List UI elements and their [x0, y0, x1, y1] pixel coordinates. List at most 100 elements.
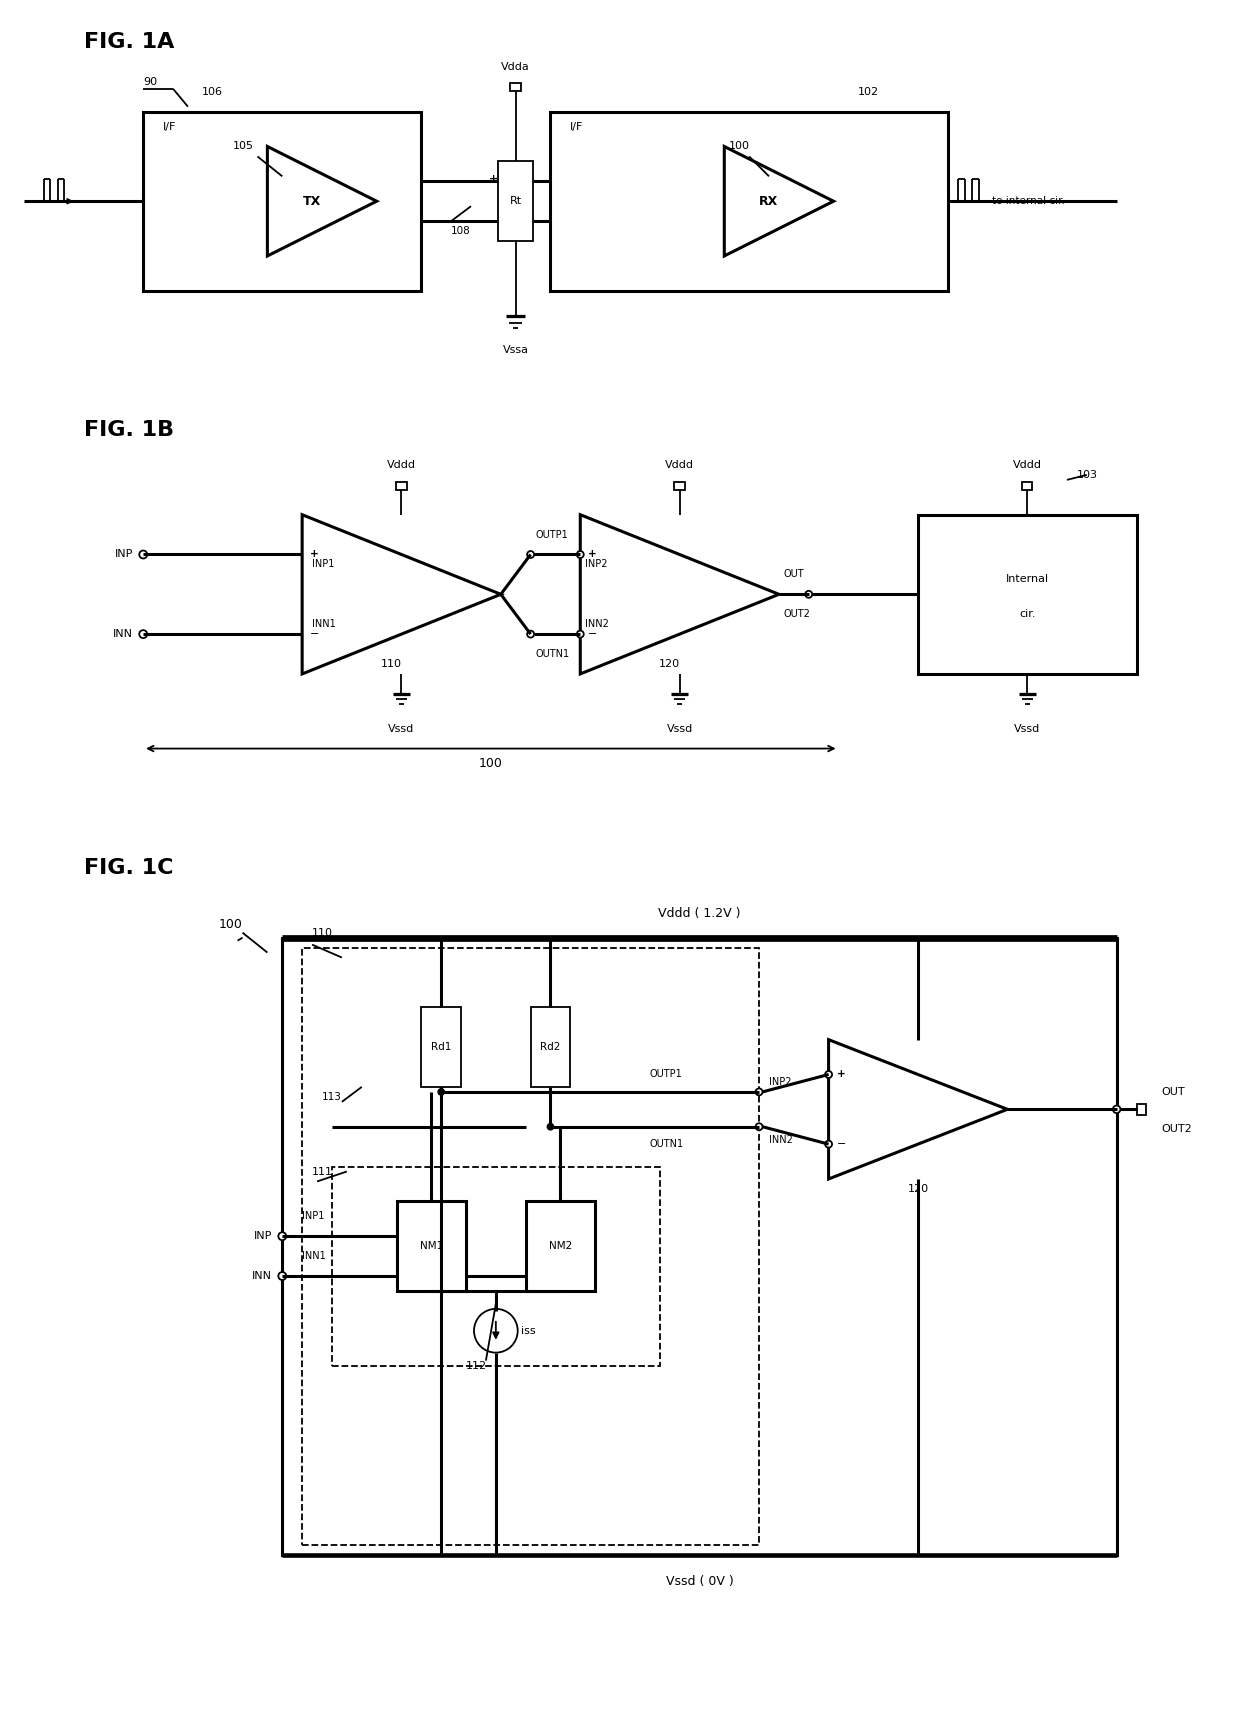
Text: 105: 105	[233, 142, 254, 152]
Text: Vddd: Vddd	[387, 460, 415, 470]
Text: Vddd ( 1.2V ): Vddd ( 1.2V )	[658, 907, 740, 919]
Text: 100: 100	[729, 142, 750, 152]
Text: INN1: INN1	[303, 1251, 326, 1261]
Text: cir.: cir.	[1019, 610, 1035, 619]
Text: 112: 112	[466, 1360, 487, 1370]
Polygon shape	[268, 147, 377, 256]
Text: Vssd ( 0V ): Vssd ( 0V )	[666, 1574, 733, 1588]
Circle shape	[825, 1071, 832, 1078]
Bar	[1137, 1104, 1147, 1115]
Text: Vssd: Vssd	[388, 724, 414, 734]
Text: NM2: NM2	[549, 1241, 572, 1251]
Text: OUTN1: OUTN1	[650, 1139, 684, 1149]
Circle shape	[577, 631, 584, 638]
Bar	[283, 938, 1117, 1555]
Text: OUTP1: OUTP1	[650, 1070, 682, 1078]
Text: I/F: I/F	[164, 121, 176, 131]
Text: TX: TX	[303, 195, 321, 207]
Text: INP1: INP1	[303, 1211, 325, 1222]
Text: 102: 102	[858, 86, 879, 97]
Text: 100: 100	[218, 918, 243, 931]
Circle shape	[527, 631, 534, 638]
Text: Rt: Rt	[510, 197, 522, 206]
Bar	[1022, 482, 1033, 489]
Text: INP: INP	[115, 550, 133, 560]
Circle shape	[139, 551, 148, 558]
Text: INP2: INP2	[585, 560, 608, 570]
Text: Vdda: Vdda	[501, 62, 529, 73]
Text: 106: 106	[202, 86, 223, 97]
Text: FIG. 1A: FIG. 1A	[83, 33, 174, 52]
Text: OUT2: OUT2	[1162, 1125, 1192, 1134]
Bar	[531, 1007, 570, 1087]
Circle shape	[527, 551, 534, 558]
Text: OUT2: OUT2	[784, 610, 811, 619]
Text: Rd2: Rd2	[541, 1042, 560, 1052]
Circle shape	[438, 1089, 444, 1096]
Text: 111: 111	[312, 1166, 334, 1177]
Text: FIG. 1B: FIG. 1B	[83, 420, 174, 441]
Text: INP: INP	[254, 1230, 273, 1241]
Text: 108: 108	[451, 226, 471, 237]
Text: 90: 90	[144, 76, 157, 86]
Text: Vssd: Vssd	[666, 724, 693, 734]
Circle shape	[577, 551, 584, 558]
Text: 120: 120	[908, 1184, 929, 1194]
Polygon shape	[724, 147, 833, 256]
Circle shape	[1112, 1106, 1121, 1113]
Text: Rd1: Rd1	[432, 1042, 451, 1052]
Text: +: +	[588, 550, 596, 560]
Text: RX: RX	[759, 195, 779, 207]
Text: OUTP1: OUTP1	[536, 529, 568, 539]
Text: INN: INN	[113, 629, 133, 639]
Text: +: +	[837, 1070, 846, 1080]
Text: NM1: NM1	[419, 1241, 443, 1251]
Circle shape	[825, 1140, 832, 1147]
Text: −: −	[588, 629, 598, 639]
Text: INP1: INP1	[312, 560, 335, 570]
Text: Vssa: Vssa	[502, 346, 528, 356]
Polygon shape	[828, 1040, 1007, 1178]
Text: Vssd: Vssd	[1014, 724, 1040, 734]
Text: 100: 100	[479, 757, 502, 771]
Polygon shape	[580, 515, 779, 674]
Bar	[144, 112, 422, 290]
Text: INN1: INN1	[312, 619, 336, 629]
Bar	[510, 83, 521, 92]
Text: Internal: Internal	[1006, 574, 1049, 584]
Text: OUTN1: OUTN1	[536, 650, 569, 658]
Text: OUT: OUT	[1162, 1087, 1185, 1097]
Text: INN2: INN2	[585, 619, 609, 629]
Bar	[918, 515, 1137, 674]
Circle shape	[755, 1123, 763, 1130]
Text: 120: 120	[660, 658, 681, 669]
Circle shape	[805, 591, 812, 598]
Text: OUT: OUT	[784, 570, 805, 579]
Text: +: +	[310, 550, 319, 560]
Bar	[397, 1201, 466, 1291]
Bar	[675, 482, 684, 489]
Text: INN2: INN2	[769, 1135, 792, 1144]
Circle shape	[474, 1308, 517, 1353]
Bar	[551, 112, 947, 290]
Text: −: −	[310, 629, 320, 639]
Circle shape	[278, 1232, 286, 1241]
Bar	[526, 1201, 595, 1291]
Bar	[397, 482, 407, 489]
Text: 113: 113	[322, 1092, 342, 1102]
Bar	[498, 161, 533, 240]
Bar	[303, 947, 759, 1545]
Polygon shape	[303, 515, 501, 674]
Circle shape	[139, 631, 148, 638]
Bar	[422, 1007, 461, 1087]
Text: 110: 110	[312, 928, 334, 938]
Bar	[332, 1166, 660, 1365]
Text: 103: 103	[1076, 470, 1097, 480]
Text: to internal cir.: to internal cir.	[992, 197, 1065, 206]
Text: 110: 110	[381, 658, 402, 669]
Text: −: −	[837, 1139, 846, 1149]
Text: iss: iss	[521, 1325, 536, 1336]
Text: I/F: I/F	[570, 121, 584, 131]
Circle shape	[278, 1272, 286, 1280]
Text: Vddd: Vddd	[1013, 460, 1042, 470]
